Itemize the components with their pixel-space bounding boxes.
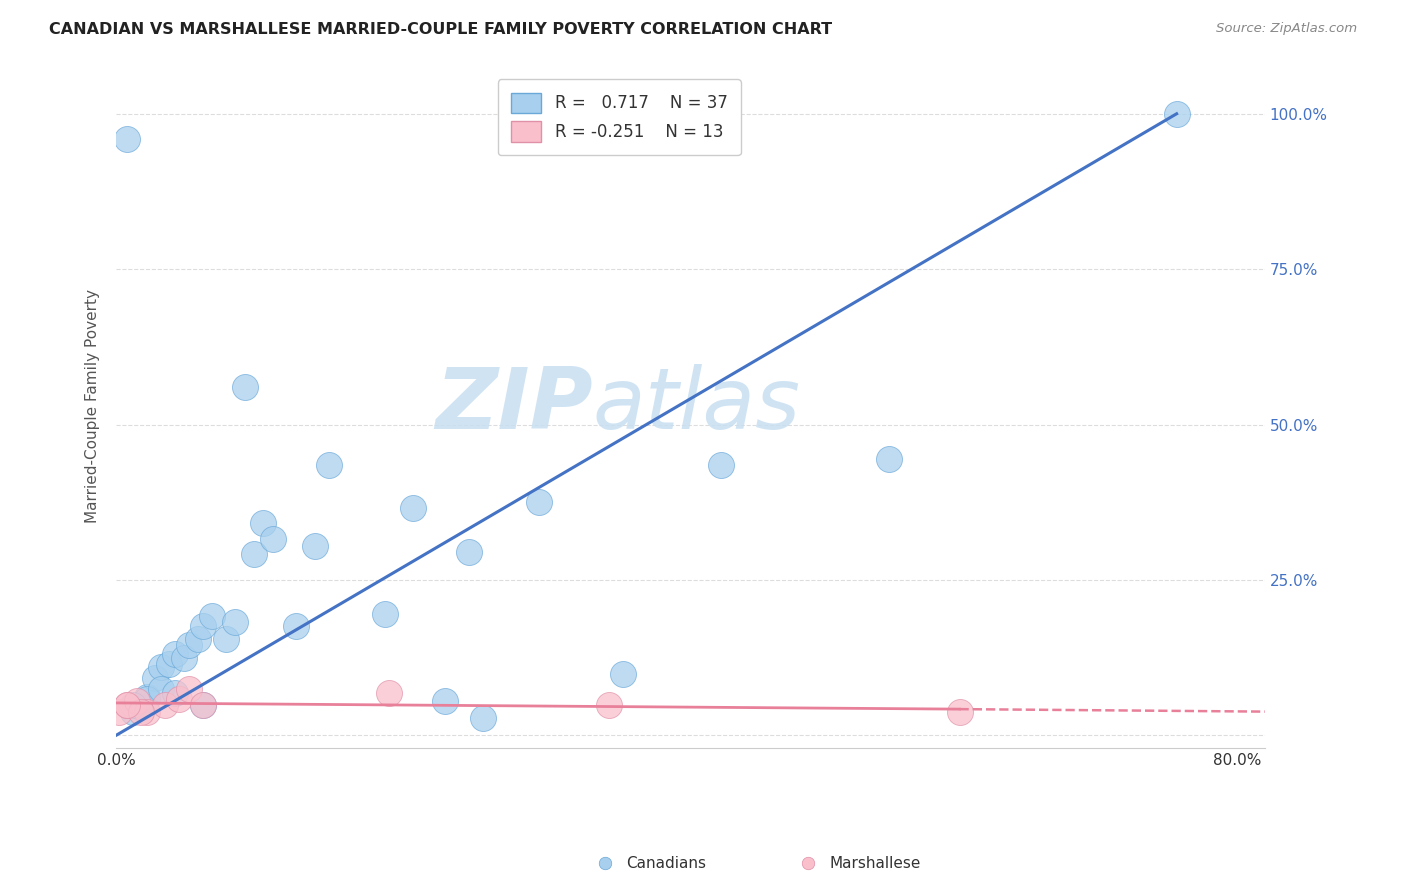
Point [224, 615, 246, 629]
Point [191, 698, 214, 713]
Point [136, 690, 159, 704]
Point [179, 638, 201, 652]
Point [200, 608, 222, 623]
Point [252, 516, 274, 530]
Point [122, 705, 145, 719]
Point [117, 698, 139, 713]
Point [127, 694, 149, 708]
Point [191, 619, 214, 633]
Point [165, 648, 187, 662]
Text: atlas: atlas [593, 364, 801, 448]
Point [304, 539, 326, 553]
Y-axis label: Married-Couple Family Poverty: Married-Couple Family Poverty [86, 289, 100, 523]
Point [145, 671, 167, 685]
Point [117, 698, 139, 713]
Point [402, 501, 425, 516]
Point [159, 657, 181, 671]
Point [186, 632, 208, 646]
Point [378, 686, 401, 700]
Point [131, 700, 153, 714]
Point [458, 545, 481, 559]
Point [122, 698, 145, 713]
Point [150, 681, 173, 696]
Point [434, 694, 457, 708]
Point [155, 698, 177, 713]
Point [284, 619, 307, 633]
Point [529, 495, 551, 509]
Point [108, 705, 131, 719]
Text: Source: ZipAtlas.com: Source: ZipAtlas.com [1216, 22, 1357, 36]
Point [179, 681, 201, 696]
Point [191, 698, 214, 713]
Point [233, 380, 256, 394]
Point [242, 547, 264, 561]
Text: CANADIAN VS MARSHALLESE MARRIED-COUPLE FAMILY POVERTY CORRELATION CHART: CANADIAN VS MARSHALLESE MARRIED-COUPLE F… [49, 22, 832, 37]
Point [710, 458, 733, 472]
Point [169, 692, 191, 706]
Point [612, 667, 634, 681]
Point [472, 711, 495, 725]
Point [150, 660, 173, 674]
Point [136, 692, 159, 706]
Point [117, 131, 139, 145]
Text: Marshallese: Marshallese [830, 856, 921, 871]
Point [131, 705, 153, 719]
Text: ZIP: ZIP [436, 364, 593, 448]
Text: Canadians: Canadians [626, 856, 706, 871]
Point [136, 705, 159, 719]
Point [173, 650, 195, 665]
Point [1166, 107, 1188, 121]
Legend: R =   0.717    N = 37, R = -0.251    N = 13: R = 0.717 N = 37, R = -0.251 N = 13 [498, 79, 741, 155]
Point [879, 451, 901, 466]
Point [214, 632, 236, 646]
Point [318, 458, 340, 472]
Point [374, 607, 396, 621]
Point [598, 698, 620, 713]
Point [948, 705, 970, 719]
Point [165, 686, 187, 700]
Point [262, 533, 284, 547]
